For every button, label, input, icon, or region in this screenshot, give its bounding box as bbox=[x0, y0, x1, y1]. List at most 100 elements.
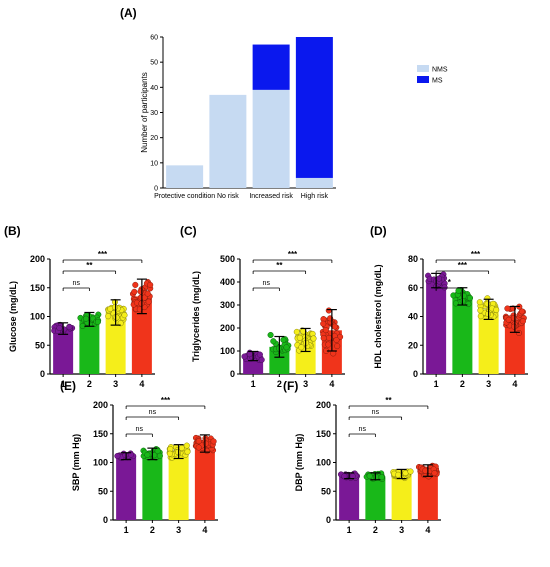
panel-a-label: (A) bbox=[120, 6, 137, 20]
x-tick-label: 2 bbox=[277, 379, 282, 389]
x-tick-label: 4 bbox=[425, 525, 430, 535]
y-tick-label: 20 bbox=[150, 135, 158, 142]
significance-label: *** bbox=[471, 250, 481, 259]
x-tick-label: 3 bbox=[303, 379, 308, 389]
y-tick-label: 500 bbox=[220, 254, 235, 264]
bar-group-3 bbox=[391, 474, 412, 520]
panel-f-label: (F) bbox=[283, 379, 298, 393]
y-tick-label: 100 bbox=[93, 458, 108, 468]
data-point bbox=[395, 471, 402, 478]
y-tick-label: 30 bbox=[150, 110, 158, 117]
data-point bbox=[147, 281, 154, 288]
y-tick-label: 0 bbox=[230, 369, 235, 379]
data-point bbox=[378, 474, 385, 481]
y-tick-label: 10 bbox=[150, 160, 158, 167]
data-point bbox=[56, 324, 63, 332]
y-axis-label: Triglycerides (mg/dL) bbox=[191, 271, 201, 362]
data-point bbox=[178, 444, 185, 452]
legend-swatch-nms bbox=[417, 65, 429, 72]
data-point bbox=[455, 287, 462, 294]
data-point bbox=[137, 288, 144, 295]
data-point bbox=[174, 449, 182, 456]
panel-d-label: (D) bbox=[370, 224, 387, 238]
data-point bbox=[82, 315, 90, 322]
y-tick-label: 150 bbox=[30, 283, 45, 293]
data-point bbox=[184, 448, 191, 455]
panel-c-label: (C) bbox=[180, 224, 197, 238]
y-tick-label: 100 bbox=[220, 346, 235, 356]
data-point bbox=[144, 290, 151, 297]
data-point bbox=[431, 470, 438, 477]
bar-group-3 bbox=[168, 451, 189, 520]
x-tick-label: Protective condition bbox=[154, 193, 215, 200]
bar-ms-4 bbox=[295, 37, 333, 178]
significance-label: ns bbox=[149, 409, 157, 416]
y-tick-label: 150 bbox=[316, 429, 331, 439]
bar-group-1 bbox=[426, 280, 447, 374]
bar-group-4 bbox=[131, 296, 152, 374]
y-tick-label: 60 bbox=[150, 35, 158, 42]
data-point bbox=[331, 323, 338, 330]
y-tick-label: 0 bbox=[413, 369, 418, 379]
x-tick-label: 1 bbox=[434, 379, 439, 389]
data-point bbox=[510, 315, 517, 322]
data-point bbox=[105, 313, 112, 320]
bar-group-2 bbox=[452, 296, 473, 374]
legend-swatch-ms bbox=[417, 76, 429, 83]
data-point bbox=[203, 440, 210, 447]
data-point bbox=[519, 318, 526, 325]
significance-label: ** bbox=[385, 396, 392, 405]
data-point bbox=[518, 308, 526, 315]
data-point bbox=[422, 467, 429, 474]
significance-label: ns bbox=[136, 426, 144, 433]
x-tick-label: 3 bbox=[113, 379, 118, 389]
x-tick-label: 3 bbox=[399, 525, 404, 535]
data-point bbox=[465, 300, 472, 308]
data-point bbox=[66, 323, 73, 331]
bar-nms-2 bbox=[209, 94, 247, 188]
bar-group-3 bbox=[105, 312, 126, 374]
significance-label: *** bbox=[98, 250, 108, 259]
bar-group-4 bbox=[417, 470, 438, 520]
data-point bbox=[183, 442, 190, 449]
bar-nms-4 bbox=[295, 177, 333, 188]
data-point bbox=[505, 316, 512, 323]
x-tick-label: 2 bbox=[150, 525, 155, 535]
data-point bbox=[283, 344, 290, 351]
y-tick-label: 200 bbox=[316, 400, 331, 410]
data-point bbox=[325, 341, 332, 348]
panel-b-label: (B) bbox=[4, 224, 21, 238]
significance-label: ns bbox=[372, 409, 380, 416]
data-point bbox=[114, 452, 121, 460]
y-axis-label: HDL cholesterol (mg/dL) bbox=[373, 264, 383, 368]
y-tick-label: 0 bbox=[326, 515, 331, 525]
data-point bbox=[322, 327, 329, 334]
y-tick-label: 20 bbox=[408, 340, 418, 350]
bar-group-4 bbox=[194, 443, 215, 520]
data-point bbox=[210, 438, 217, 445]
x-tick-label: 2 bbox=[87, 379, 92, 389]
bar-nms-3 bbox=[252, 89, 290, 188]
bar-group-1 bbox=[339, 475, 360, 520]
data-point bbox=[246, 351, 253, 358]
data-point bbox=[310, 335, 317, 342]
y-tick-label: 100 bbox=[30, 312, 45, 322]
data-point bbox=[121, 312, 128, 319]
data-point bbox=[320, 320, 327, 327]
y-tick-label: 40 bbox=[150, 85, 158, 92]
y-tick-label: 150 bbox=[93, 429, 108, 439]
legend-label-nms: NMS bbox=[432, 67, 448, 74]
data-point bbox=[267, 331, 274, 339]
significance-label: *** bbox=[161, 396, 171, 405]
significance-label: ns bbox=[359, 426, 367, 433]
x-tick-label: Increased risk bbox=[249, 193, 293, 200]
y-tick-label: 400 bbox=[220, 277, 235, 287]
data-point bbox=[132, 281, 139, 288]
data-point bbox=[515, 329, 523, 337]
bar-group-3 bbox=[478, 309, 499, 374]
data-point bbox=[333, 336, 340, 344]
panel-f: (F) 0 50 100 150 200 DBP (mm Hg) 1 2 3 4 ** ns ns bbox=[283, 379, 441, 535]
panel-e: (E) 0 50 100 150 200 SBP (mm Hg) 1 2 3 4 *** ns ns bbox=[60, 379, 218, 535]
data-point bbox=[484, 310, 492, 318]
